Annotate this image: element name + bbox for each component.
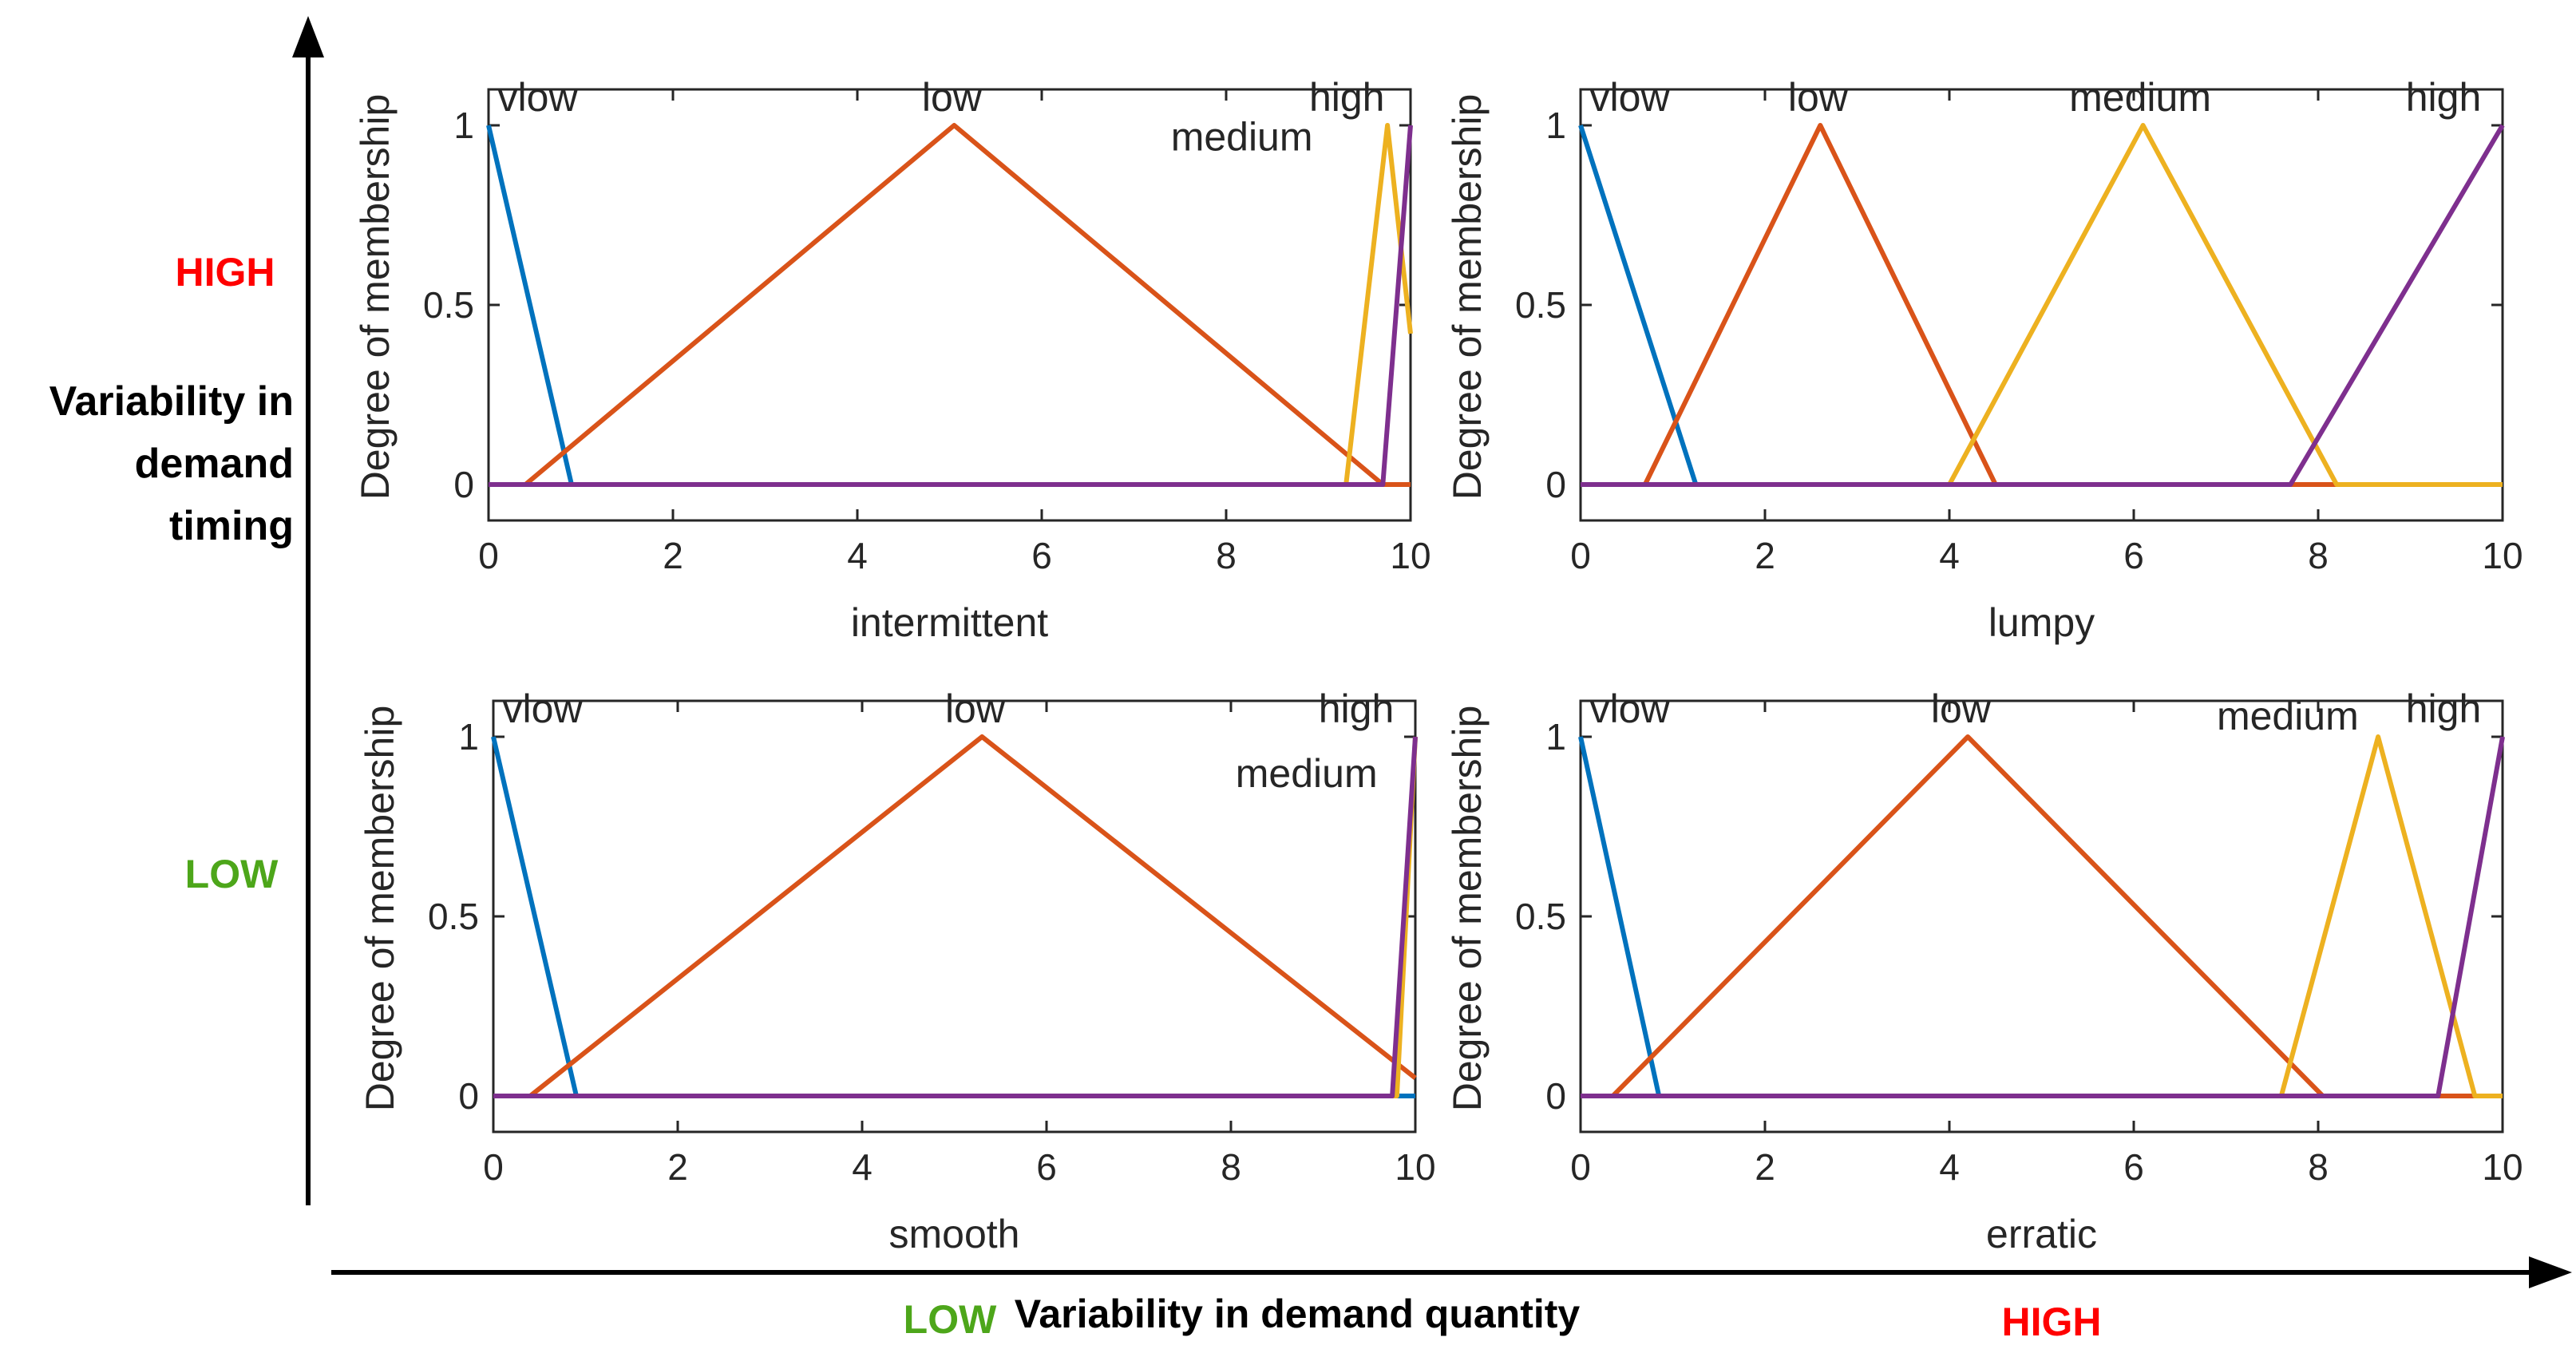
x-tick-label: 8 bbox=[2308, 1146, 2329, 1188]
y-tick-label: 1 bbox=[1545, 716, 1566, 758]
x-tick-label: 0 bbox=[483, 1146, 504, 1188]
x-tick-label: 4 bbox=[1939, 1146, 1960, 1188]
series-line-vlow bbox=[1578, 125, 2503, 487]
mf-label-low: low bbox=[1788, 75, 1849, 120]
mf-label-high: high bbox=[2406, 686, 2482, 731]
x-variability-arrowhead bbox=[2529, 1256, 2572, 1288]
x-axis-label: smooth bbox=[889, 1212, 1020, 1256]
y-arrow-label-line-1: Variability in bbox=[49, 378, 294, 425]
mf-label-high: high bbox=[2406, 75, 2482, 120]
x-tick-label: 2 bbox=[667, 1146, 688, 1188]
mf-label-high: high bbox=[1309, 75, 1385, 120]
x-tick-label: 10 bbox=[2482, 535, 2523, 576]
panel-smooth: 0 2 4 6 8 10 0 0.5 1 smooth Degree of membership vl… bbox=[358, 686, 1436, 1256]
series-line-low bbox=[1581, 123, 2503, 487]
x-high-label: HIGH bbox=[2002, 1300, 2102, 1344]
y-tick-label: 0 bbox=[1545, 464, 1566, 505]
series-line-vlow bbox=[486, 125, 1411, 487]
mf-label-medium: medium bbox=[2217, 694, 2359, 738]
x-tick-label: 2 bbox=[1755, 535, 1775, 576]
y-axis-label: Degree of membership bbox=[358, 706, 402, 1112]
x-tick-label: 0 bbox=[1570, 535, 1591, 576]
x-tick-label: 6 bbox=[1031, 535, 1052, 576]
x-tick-label: 4 bbox=[852, 1146, 873, 1188]
y-tick-label: 0.5 bbox=[423, 284, 474, 326]
y-variability-arrowhead bbox=[292, 16, 324, 57]
y-high-label: HIGH bbox=[176, 250, 275, 295]
panel-lumpy: 0 2 4 6 8 10 0 0.5 1 lumpy Degree of membership vlo… bbox=[1445, 75, 2523, 645]
x-tick-label: 10 bbox=[1395, 1146, 1435, 1188]
x-low-label: LOW bbox=[904, 1297, 997, 1342]
x-tick-label: 10 bbox=[2482, 1146, 2523, 1188]
y-axis-label: Degree of membership bbox=[353, 94, 398, 500]
x-tick-label: 8 bbox=[1216, 535, 1237, 576]
y-tick-label: 0 bbox=[458, 1075, 479, 1117]
x-axis-label: intermittent bbox=[851, 600, 1048, 645]
y-tick-label: 0.5 bbox=[428, 896, 479, 937]
x-tick-label: 6 bbox=[2123, 535, 2144, 576]
y-tick-label: 0.5 bbox=[1515, 284, 1566, 326]
plot-axes-box bbox=[1579, 88, 2504, 522]
x-arrow-label: Variability in demand quantity bbox=[1015, 1292, 1581, 1336]
series-line-high bbox=[1581, 124, 2505, 487]
mf-label-high: high bbox=[1319, 686, 1395, 731]
x-tick-label: 8 bbox=[1221, 1146, 1241, 1188]
x-axis-label: erratic bbox=[1986, 1212, 2097, 1256]
series-line-high bbox=[493, 736, 1418, 1098]
x-tick-label: 6 bbox=[2123, 1146, 2144, 1188]
series-line-medium bbox=[489, 123, 1413, 487]
y-arrow-label-line-3: timing bbox=[169, 503, 294, 549]
x-tick-label: 2 bbox=[663, 535, 683, 576]
plot-axes-box bbox=[1579, 699, 2504, 1133]
x-tick-label: 0 bbox=[1570, 1146, 1591, 1188]
mf-label-low: low bbox=[922, 75, 983, 120]
panel-intermittent: 0 2 4 6 8 10 0 0.5 1 intermittent Degree of member… bbox=[353, 75, 1431, 645]
y-low-label: LOW bbox=[185, 852, 279, 896]
series-line-low bbox=[489, 123, 1411, 487]
x-tick-label: 4 bbox=[1939, 535, 1960, 576]
y-tick-label: 0 bbox=[453, 464, 474, 505]
series-line-medium bbox=[1581, 123, 2503, 487]
y-tick-label: 1 bbox=[458, 716, 479, 758]
x-tick-label: 6 bbox=[1036, 1146, 1057, 1188]
mf-label-medium: medium bbox=[2069, 75, 2211, 120]
mf-label-vlow: vlow bbox=[498, 75, 579, 120]
y-tick-label: 0.5 bbox=[1515, 896, 1566, 937]
x-tick-label: 2 bbox=[1755, 1146, 1775, 1188]
x-tick-label: 4 bbox=[847, 535, 868, 576]
mf-label-vlow: vlow bbox=[1590, 75, 1671, 120]
mf-label-medium: medium bbox=[1236, 751, 1378, 796]
mf-label-low: low bbox=[945, 686, 1006, 731]
y-axis-label: Degree of membership bbox=[1445, 706, 1490, 1112]
x-axis-label: lumpy bbox=[1988, 600, 2095, 645]
y-tick-label: 1 bbox=[1545, 105, 1566, 146]
mf-label-vlow: vlow bbox=[503, 686, 584, 731]
y-tick-label: 1 bbox=[453, 105, 474, 146]
x-tick-label: 8 bbox=[2308, 535, 2329, 576]
mf-label-medium: medium bbox=[1171, 115, 1313, 160]
series-line-medium bbox=[1581, 734, 2503, 1098]
mf-label-vlow: vlow bbox=[1590, 686, 1671, 731]
x-tick-label: 0 bbox=[478, 535, 499, 576]
series-line-high bbox=[1581, 736, 2505, 1098]
y-tick-label: 0 bbox=[1545, 1075, 1566, 1117]
y-axis-label: Degree of membership bbox=[1445, 94, 1490, 500]
y-arrow-label-line-2: demand bbox=[135, 441, 294, 487]
panel-erratic: 0 2 4 6 8 10 0 0.5 1 erratic Degree of membership v… bbox=[1445, 686, 2523, 1256]
x-tick-label: 10 bbox=[1390, 535, 1430, 576]
series-line-high bbox=[489, 125, 1413, 487]
mf-label-low: low bbox=[1931, 686, 1992, 731]
